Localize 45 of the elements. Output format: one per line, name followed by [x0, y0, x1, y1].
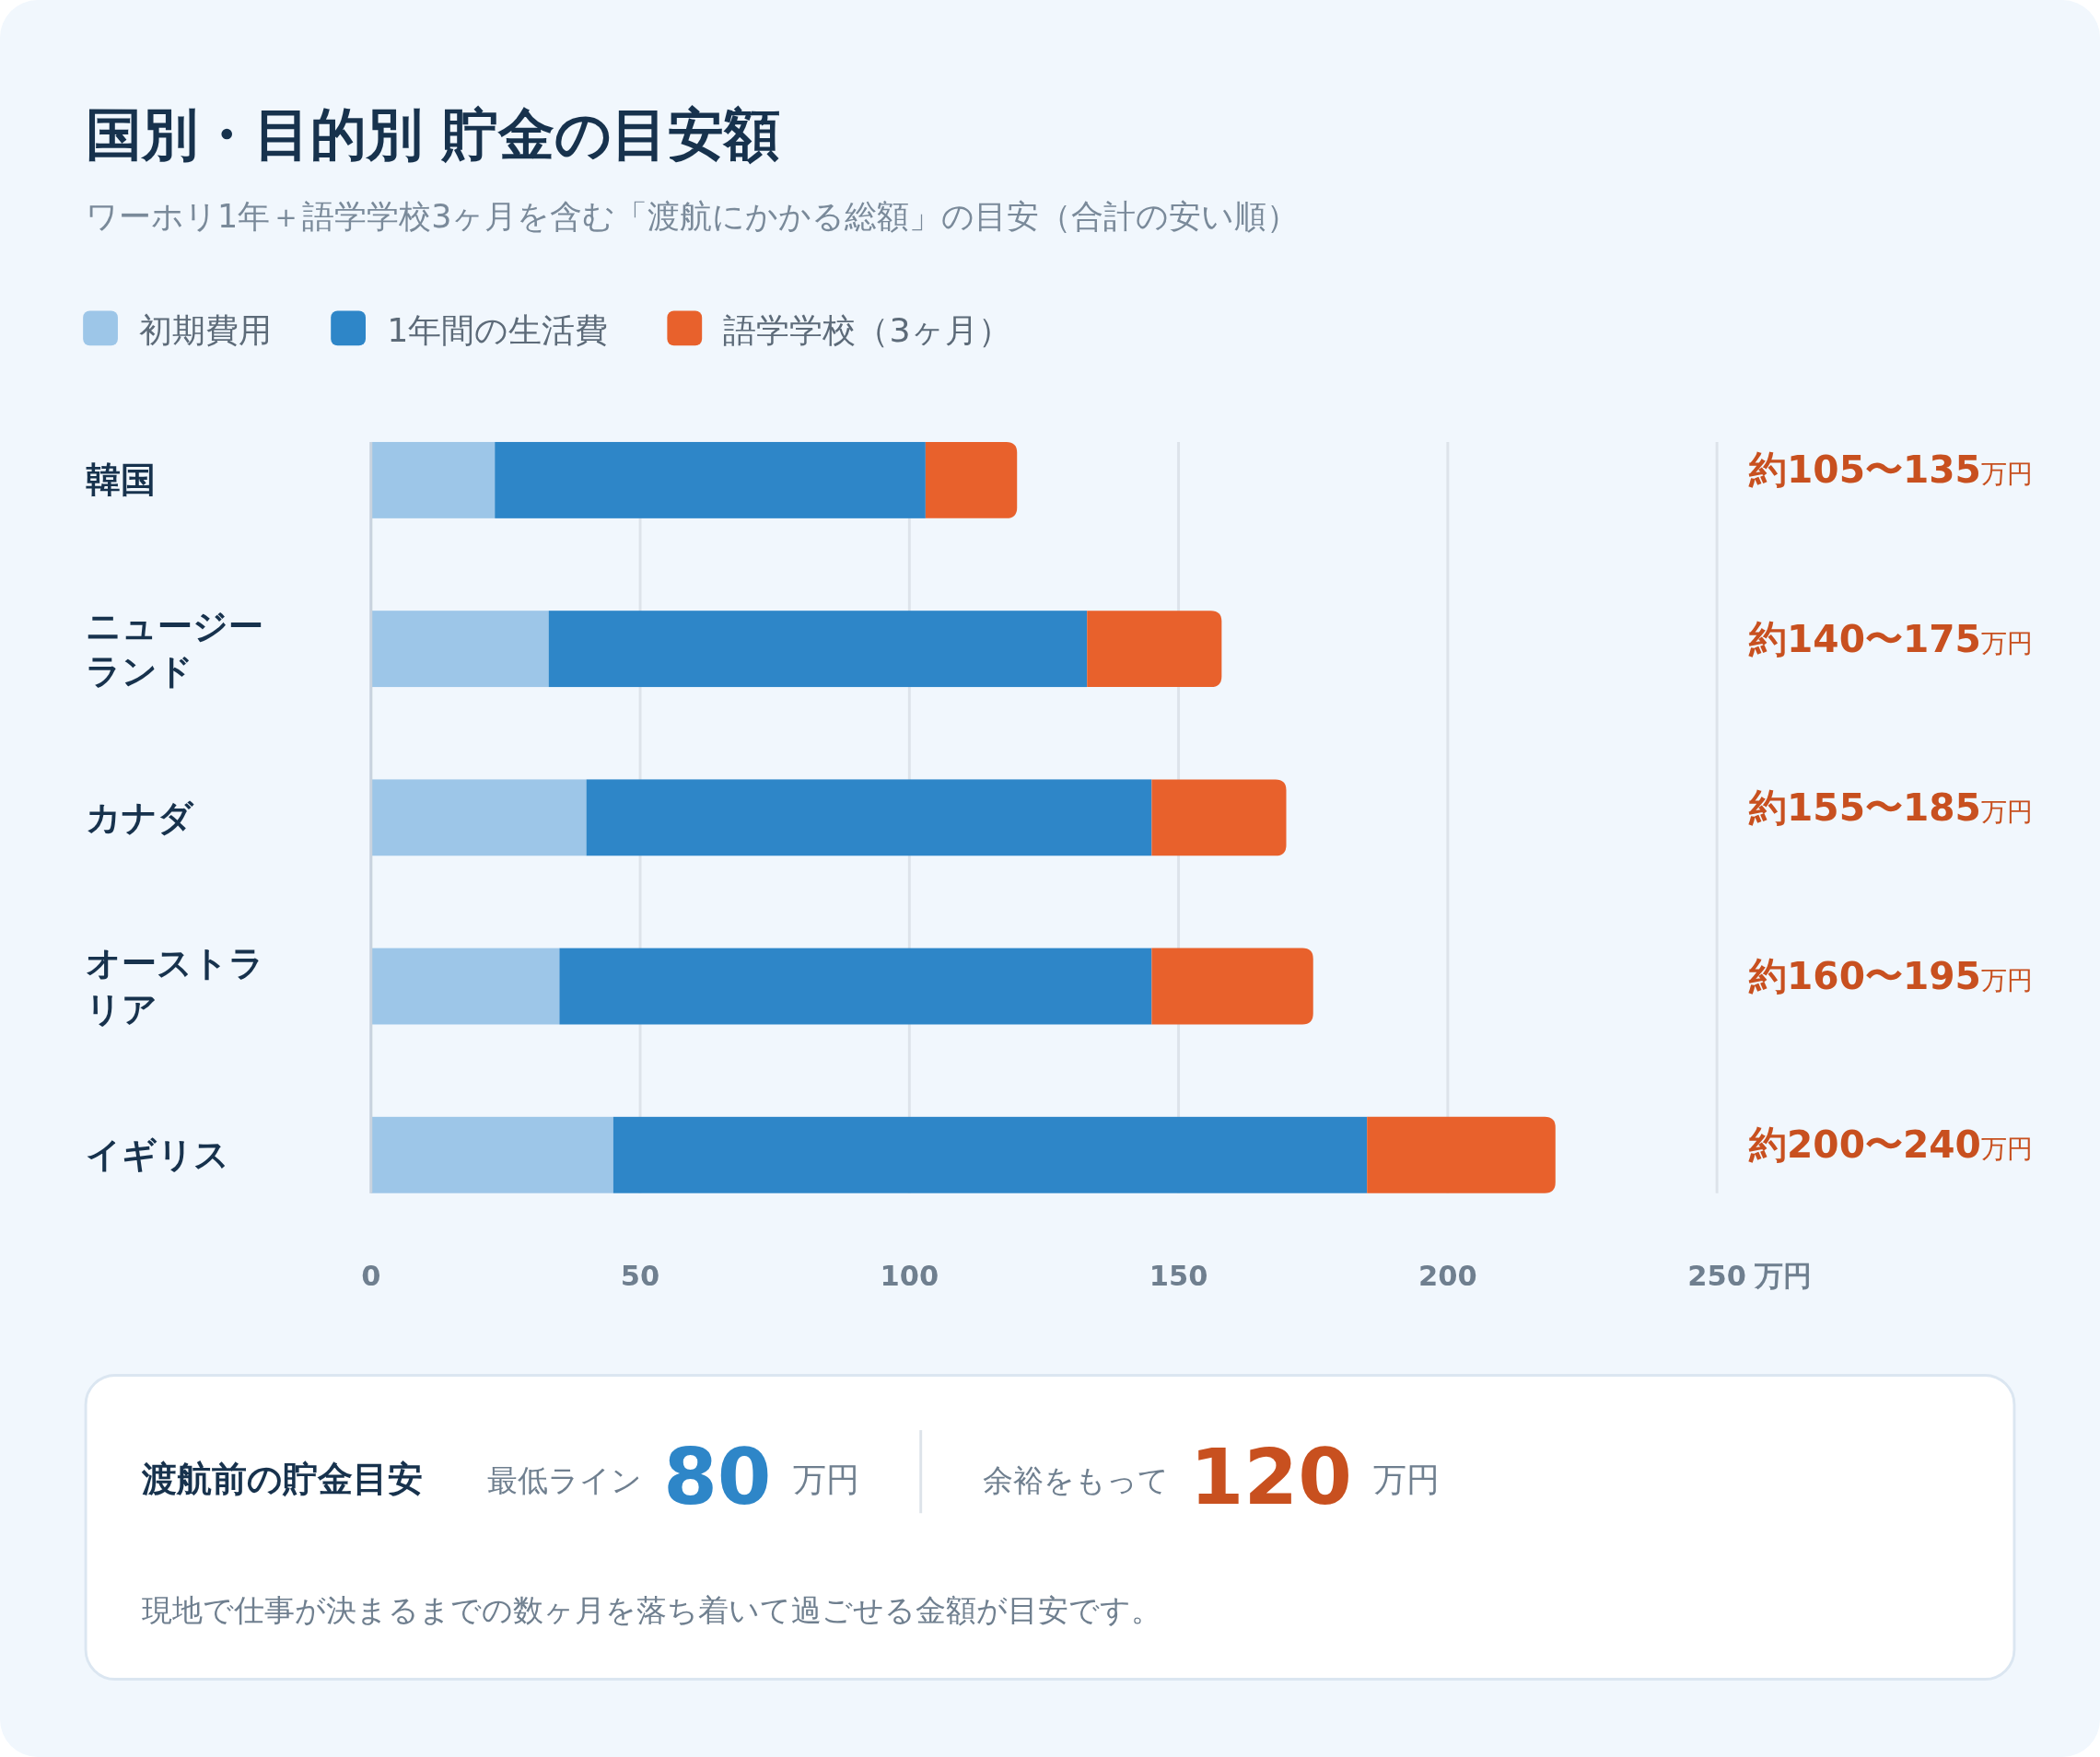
bar	[495, 441, 926, 518]
y-tick-label: オーストラリア	[86, 943, 265, 1030]
text: 渡航前の貯金目安	[141, 1458, 424, 1499]
text: 約160〜195万円	[1748, 953, 2033, 998]
chart-subtitle: ワーホリ1年＋語学学校3ヶ月を含む「渡航にかかる総額」の目安（合計の安い順）	[86, 198, 1300, 236]
bar	[370, 441, 496, 518]
bar	[586, 779, 1152, 856]
chart-title: 国別・目的別 貯金の目安額	[86, 101, 781, 168]
text: 余裕をもって	[982, 1461, 1169, 1498]
y-tick-label: ニュージーランド	[86, 605, 264, 692]
bar	[925, 441, 1018, 518]
bar	[1087, 611, 1222, 688]
text: 現地で仕事が決まるまでの数ヶ月を落ち着いて過ごせる金額が目安です。	[142, 1591, 1162, 1628]
x-tick-label: 0	[361, 1260, 381, 1293]
text: 約140〜175万円	[1748, 616, 2033, 661]
text: 約200〜240万円	[1748, 1123, 2033, 1168]
legend-label: 語学学校（3ヶ月）	[723, 309, 1011, 350]
bar	[1367, 1116, 1556, 1193]
bar	[612, 1116, 1368, 1193]
x-tick-label: 100	[880, 1260, 939, 1293]
bar	[1151, 948, 1313, 1025]
text: 約155〜185万円	[1748, 785, 2033, 830]
y-tick-label: カナダ	[86, 797, 195, 838]
bar	[370, 948, 560, 1025]
text: 120	[1189, 1432, 1352, 1523]
legend-label: 初期費用	[139, 309, 273, 350]
bar	[548, 611, 1088, 688]
x-tick-label: 150	[1149, 1260, 1208, 1293]
bar	[1151, 779, 1287, 856]
text: 万円	[792, 1459, 859, 1499]
text: 約105〜135万円	[1748, 448, 2033, 493]
text: 最低ライン	[486, 1461, 642, 1498]
y-tick-label: 韓国	[86, 460, 157, 501]
text: 80	[663, 1432, 772, 1523]
bar	[370, 1116, 613, 1193]
x-tick-label: 200	[1418, 1260, 1477, 1293]
bar	[370, 611, 549, 688]
y-tick-label: イギリス	[86, 1134, 230, 1176]
bar	[559, 948, 1152, 1025]
text: 万円	[1373, 1459, 1441, 1499]
legend-label: 1年間の生活費	[387, 309, 609, 350]
x-tick-label: 50	[620, 1260, 660, 1293]
x-tick-label: 250	[1687, 1260, 1746, 1293]
x-axis-title: 万円	[1753, 1260, 1812, 1293]
bar	[370, 779, 587, 856]
